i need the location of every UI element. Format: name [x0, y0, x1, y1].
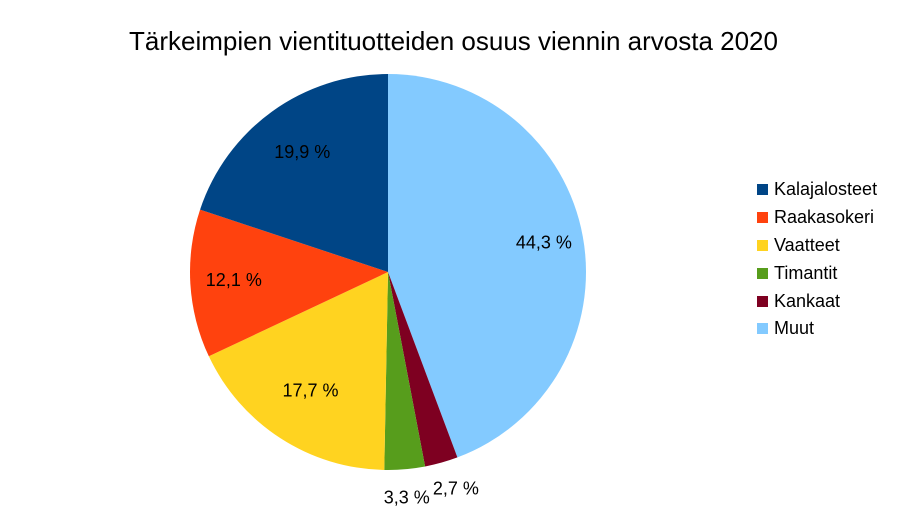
legend-label: Vaatteet [774, 234, 840, 255]
pie-slice-kankaat [388, 272, 458, 467]
slice-label-timantit: 3,3 % [384, 488, 430, 508]
pie-slice-kalajalosteet [200, 74, 388, 272]
slice-label-muut: 44,3 % [516, 233, 572, 253]
legend-label: Raakasokeri [774, 207, 875, 228]
slice-label-raakasokeri: 12,1 % [206, 270, 262, 290]
slice-label-kalajalosteet: 19,9 % [274, 142, 330, 162]
legend-item-muut: Muut [757, 315, 877, 343]
legend-swatch [757, 295, 768, 307]
legend-item-vaatteet: Vaatteet [757, 232, 877, 260]
legend: Kalajalosteet Raakasokeri Vaatteet Timantit… [757, 176, 877, 343]
legend-swatch [757, 239, 768, 251]
pie-slice-muut [388, 74, 587, 458]
legend-label: Kalajalosteet [774, 179, 878, 200]
legend-swatch [757, 323, 768, 335]
chart-title: Tärkeimpien vientituotteiden osuus vienn… [129, 26, 778, 56]
legend-label: Timantit [774, 262, 838, 283]
slice-label-vaatteet: 17,7 % [282, 380, 338, 400]
legend-swatch [757, 212, 768, 224]
legend-item-timantit: Timantit [757, 259, 877, 287]
legend-item-kalajalosteet: Kalajalosteet [757, 176, 877, 204]
legend-label: Kankaat [774, 290, 841, 311]
legend-swatch [757, 267, 768, 279]
legend-item-raakasokeri: Raakasokeri [757, 204, 877, 232]
legend-item-kankaat: Kankaat [757, 287, 877, 315]
slice-label-kankaat: 2,7 % [433, 478, 479, 498]
pie-slice-raakasokeri [190, 209, 388, 357]
pie-slice-timantit [384, 272, 426, 470]
legend-label: Muut [774, 318, 815, 339]
pie-slice-vaatteet [208, 272, 388, 470]
legend-swatch [757, 184, 768, 196]
